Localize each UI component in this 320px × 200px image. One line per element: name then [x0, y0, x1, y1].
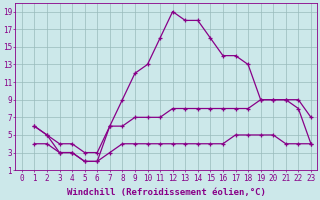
X-axis label: Windchill (Refroidissement éolien,°C): Windchill (Refroidissement éolien,°C): [67, 188, 266, 197]
